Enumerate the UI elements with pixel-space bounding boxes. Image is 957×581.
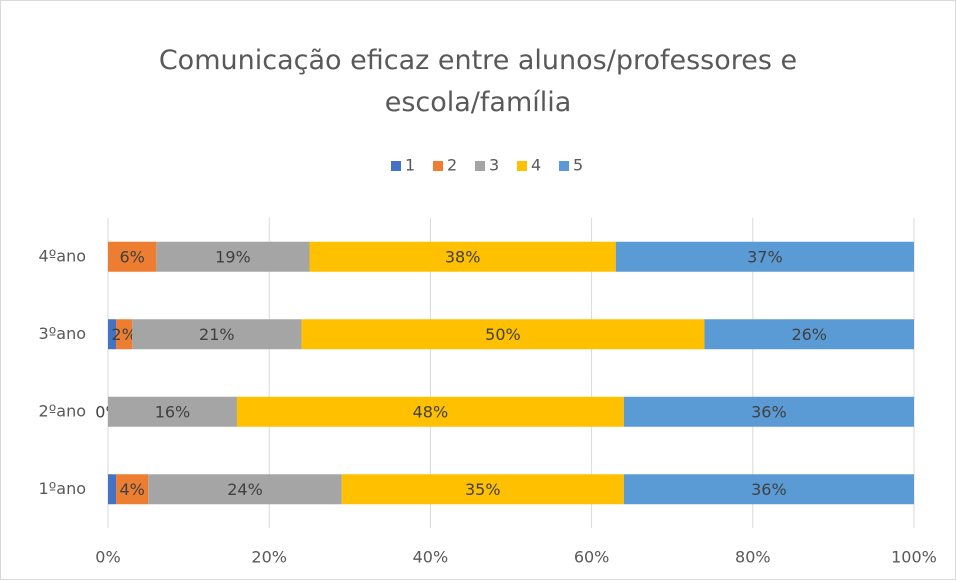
bar-segment	[108, 396, 237, 427]
bar-segment	[108, 474, 117, 505]
x-tick-label: 100%	[891, 548, 937, 567]
y-tick-label: 4ºano	[39, 246, 86, 265]
bar-segment	[623, 396, 914, 427]
data-label: 26%	[791, 325, 827, 344]
y-tick-label: 2ºano	[39, 401, 86, 420]
data-label: 38%	[445, 247, 481, 266]
legend-label: 3	[489, 156, 499, 175]
legend-label: 5	[573, 156, 583, 175]
bar-segment	[704, 319, 914, 350]
legend-swatch	[517, 161, 527, 171]
data-label: 48%	[413, 402, 449, 421]
legend-label: 4	[531, 156, 541, 175]
chart-title: Comunicação eficaz entre alunos/professo…	[158, 45, 798, 118]
data-label: 50%	[485, 325, 521, 344]
x-tick-label: 0%	[95, 548, 120, 567]
bar-segment	[341, 474, 624, 505]
legend-swatch	[391, 161, 401, 171]
data-label: 37%	[747, 247, 783, 266]
data-label: 19%	[215, 247, 251, 266]
data-label: 16%	[155, 402, 191, 421]
x-tick-label: 80%	[735, 548, 771, 567]
legend-swatch	[433, 161, 443, 171]
data-label: 35%	[465, 480, 501, 499]
legend-swatch	[559, 161, 569, 171]
legend-label: 2	[447, 156, 457, 175]
bar-segment	[309, 241, 616, 272]
data-label: 21%	[199, 325, 235, 344]
data-label: 2%	[111, 325, 136, 344]
legend-label: 1	[405, 156, 415, 175]
bar-segment	[623, 474, 914, 505]
bar-segment	[116, 319, 133, 350]
bar-segment	[108, 319, 117, 350]
bar-segment	[301, 319, 705, 350]
bar-segment	[156, 241, 310, 272]
data-label: 36%	[751, 402, 787, 421]
bar-segment	[116, 474, 149, 505]
x-tick-label: 40%	[413, 548, 449, 567]
x-tick-label: 20%	[251, 548, 287, 567]
x-tick-label: 60%	[574, 548, 610, 567]
bar-segment	[236, 396, 624, 427]
bar-segment	[148, 474, 342, 505]
y-tick-label: 3ºano	[39, 324, 86, 343]
bar-segment	[615, 241, 914, 272]
legend-swatch	[475, 161, 485, 171]
data-label: 24%	[227, 480, 263, 499]
data-label: 36%	[751, 480, 787, 499]
bar-segment	[132, 319, 302, 350]
data-label: 6%	[119, 247, 144, 266]
data-label: 4%	[119, 480, 144, 499]
y-tick-label: 1ºano	[39, 479, 86, 498]
bar-segment	[108, 241, 157, 272]
